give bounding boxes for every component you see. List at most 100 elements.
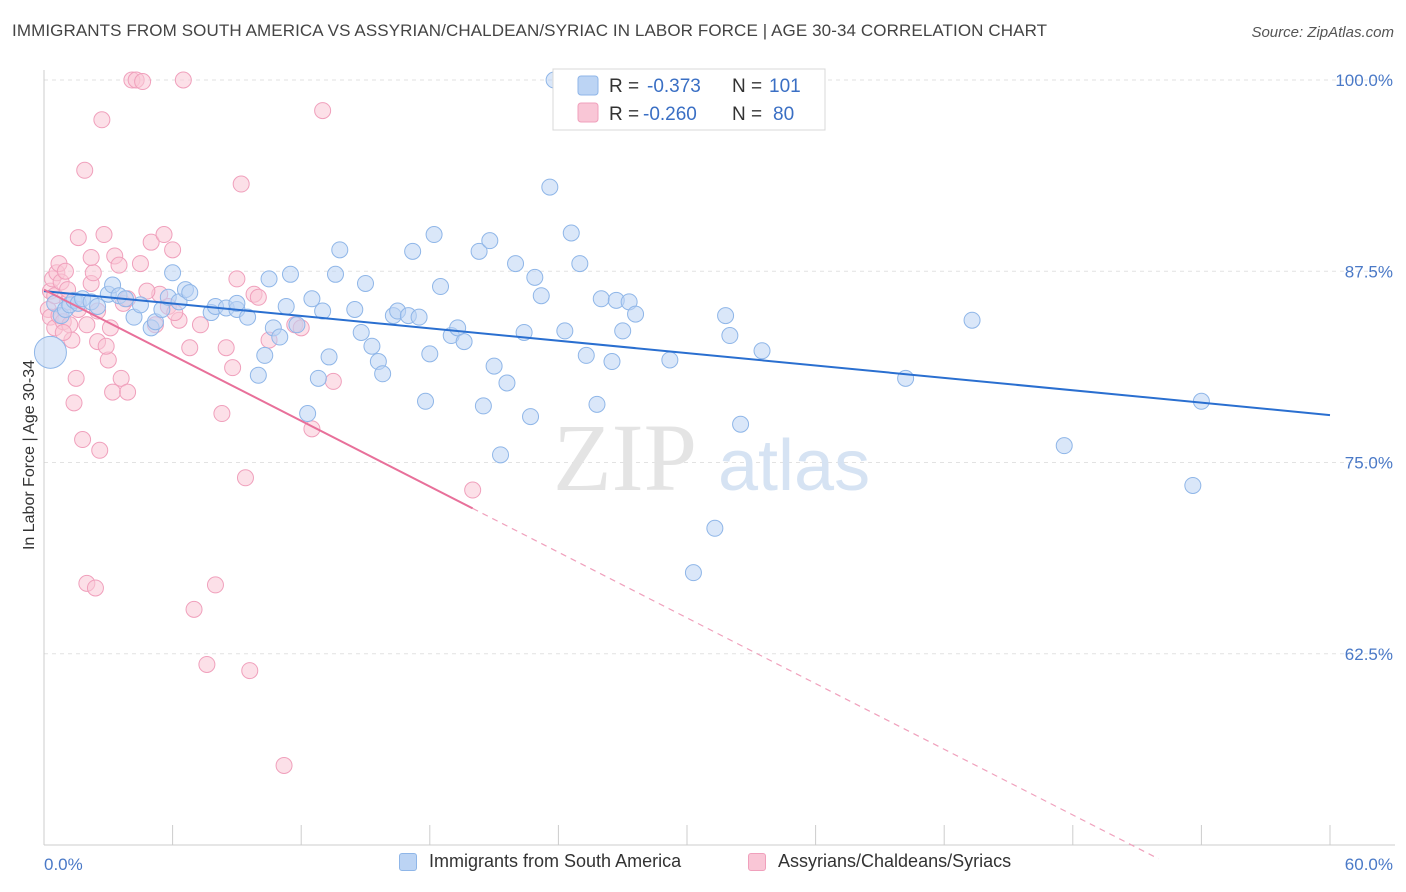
data-point-south-america — [455, 333, 473, 351]
data-point-assyrians — [191, 316, 209, 334]
legend-r-value: -0.260 — [643, 104, 697, 125]
series-assyrians-points — [39, 71, 482, 774]
data-point-assyrians — [314, 102, 332, 120]
data-point-south-america — [326, 265, 344, 283]
data-point-assyrians — [217, 339, 235, 357]
data-point-south-america — [432, 278, 450, 296]
legend-box: R = -0.373 N = 101 R = -0.260 N = 80 — [552, 68, 826, 131]
data-point-south-america — [314, 302, 332, 320]
data-point-south-america — [541, 178, 559, 196]
data-point-assyrians — [65, 394, 83, 412]
data-point-assyrians — [228, 270, 246, 288]
data-point-south-america — [228, 294, 246, 312]
data-point-assyrians — [198, 655, 216, 673]
data-point-assyrians — [185, 600, 203, 618]
y-tick-label: 100.0% — [1335, 71, 1393, 90]
data-point-assyrians — [91, 441, 109, 459]
bottom-legend-item-south-america[interactable]: Immigrants from South America — [399, 851, 681, 872]
gridlines — [44, 79, 1395, 655]
data-point-assyrians — [104, 383, 122, 401]
legend-r-value: -0.373 — [647, 76, 701, 97]
data-point-south-america — [410, 308, 428, 326]
legend-n-label: N = — [732, 76, 762, 97]
data-point-south-america — [562, 224, 580, 242]
data-point-assyrians — [324, 372, 342, 390]
legend-row-south-america: R = -0.373 N = 101 — [577, 75, 801, 97]
data-point-south-america — [474, 397, 492, 415]
legend-swatch-south-america — [577, 75, 599, 96]
bottom-legend-item-assyrians[interactable]: Assyrians/Chaldeans/Syriacs — [748, 851, 1011, 872]
watermark: ZIP atlas — [553, 404, 870, 511]
data-point-south-america — [684, 564, 702, 582]
data-point-assyrians — [76, 161, 94, 179]
data-point-south-america — [721, 327, 739, 345]
data-point-south-america — [33, 335, 67, 369]
data-point-assyrians — [206, 576, 224, 594]
data-point-south-america — [526, 268, 544, 286]
data-point-south-america — [89, 297, 107, 315]
data-point-south-america — [417, 392, 435, 410]
data-point-assyrians — [84, 264, 102, 282]
data-point-assyrians — [67, 369, 85, 387]
data-point-south-america — [320, 348, 338, 366]
data-point-south-america — [498, 374, 516, 392]
data-point-south-america — [717, 307, 735, 325]
y-tick-labels: 100.0% 87.5% 75.0% 62.5% — [1335, 71, 1393, 664]
data-point-south-america — [404, 242, 422, 260]
data-point-south-america — [299, 405, 317, 423]
data-point-assyrians — [164, 241, 182, 259]
data-point-assyrians — [213, 405, 231, 423]
data-point-south-america — [532, 287, 550, 305]
data-point-south-america — [425, 226, 443, 244]
data-point-south-america — [753, 342, 771, 360]
y-tick-label: 87.5% — [1345, 262, 1393, 281]
data-point-south-america — [588, 395, 606, 413]
legend-n-value: 101 — [769, 76, 801, 97]
data-point-south-america — [661, 351, 679, 369]
series-south-america-points — [33, 71, 1210, 582]
data-point-south-america — [249, 366, 267, 384]
data-point-south-america — [481, 232, 499, 250]
data-point-south-america — [357, 274, 374, 292]
data-point-south-america — [239, 308, 257, 326]
data-point-south-america — [331, 241, 349, 259]
data-point-south-america — [164, 264, 182, 282]
legend-n-value: 80 — [773, 104, 794, 125]
data-point-south-america — [256, 346, 274, 364]
data-point-south-america — [277, 297, 295, 315]
data-point-south-america — [492, 446, 510, 464]
data-point-assyrians — [101, 319, 119, 337]
data-point-assyrians — [54, 323, 72, 341]
trend-lines — [43, 288, 1331, 860]
data-point-south-america — [309, 369, 327, 387]
data-point-assyrians — [275, 756, 293, 774]
data-point-assyrians — [74, 431, 92, 449]
data-point-south-america — [603, 353, 621, 371]
data-point-south-america — [627, 305, 645, 323]
chart-title: IMMIGRANTS FROM SOUTH AMERICA VS ASSYRIA… — [12, 21, 1048, 40]
legend-row-assyrians: R = -0.260 N = 80 — [577, 102, 794, 125]
watermark-zip: ZIP — [553, 404, 697, 511]
data-point-assyrians — [174, 71, 192, 89]
bottom-legend: Immigrants from South America Assyrians/… — [0, 851, 1406, 879]
data-point-south-america — [592, 290, 610, 308]
watermark-atlas: atlas — [718, 426, 870, 506]
data-point-assyrians — [56, 262, 74, 280]
data-point-south-america — [577, 346, 595, 364]
data-point-south-america — [963, 311, 981, 329]
x-tick-label: 60.0% — [1345, 855, 1393, 874]
data-point-assyrians — [241, 662, 259, 680]
data-point-south-america — [706, 519, 724, 537]
data-point-south-america — [288, 316, 306, 334]
data-point-assyrians — [464, 481, 482, 499]
data-point-south-america — [363, 337, 381, 355]
data-point-south-america — [281, 265, 299, 283]
data-point-south-america — [1184, 476, 1202, 494]
data-point-assyrians — [112, 369, 130, 387]
data-point-assyrians — [134, 73, 152, 91]
bottom-legend-swatch-assyrians — [748, 852, 766, 871]
data-point-south-america — [374, 365, 392, 383]
data-point-assyrians — [131, 255, 149, 273]
source-label: Source: ZipAtlas.com — [1251, 24, 1394, 41]
